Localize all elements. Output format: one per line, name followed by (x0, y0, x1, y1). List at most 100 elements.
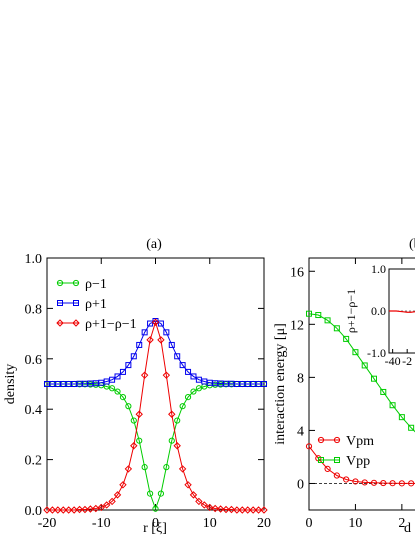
inset-series (389, 310, 415, 313)
panel-a-point (151, 318, 160, 326)
panel-b-x-tick-label: 0 (306, 516, 313, 531)
panel-a-point (136, 437, 143, 444)
inset-y-axis-label: ρ+1−ρ−1 (344, 289, 358, 333)
panel-b-y-tick-label: 16 (290, 265, 304, 280)
panel-b-series-line (308, 446, 415, 484)
panel-b-point (305, 443, 313, 450)
panel-a-series-line (47, 320, 264, 385)
panel-b-frame (308, 257, 415, 511)
panel-b-point (408, 480, 415, 487)
panel-b-legend-marker (333, 436, 341, 444)
panel-a-point (130, 417, 137, 424)
panel-b-x-tick-label: 2 (398, 516, 405, 531)
inset-x-tick-label: -40 (385, 354, 401, 368)
panel-b-point (333, 472, 340, 479)
panel-b-point (380, 388, 387, 395)
panel-b-point (343, 335, 350, 342)
panel-a-y-tick-label: 0.6 (25, 353, 43, 368)
panel-a-point (184, 481, 192, 489)
panel-a-point (163, 329, 170, 336)
panel-b-point (333, 325, 340, 332)
panel-a-legend-marker (56, 319, 64, 327)
panel-a-legend-marker (73, 300, 79, 306)
panel-a-point (114, 373, 121, 380)
panel-a-point (130, 353, 137, 360)
panel-b-point (306, 310, 312, 317)
panel-a-point (233, 506, 241, 514)
panel-a-legend: ρ−1 ρ+1 ρ+1−ρ−1 (56, 277, 137, 332)
panel-a-point (75, 505, 84, 514)
panel-a-point (238, 506, 247, 514)
panel-a-point (179, 362, 186, 369)
panel-a-point (211, 504, 219, 513)
panel-a-x-tick-label: 20 (257, 516, 271, 531)
panel-b-inset: 1.0 0.0 -1.0-40 -2 ρ+1−ρ−1 (344, 262, 415, 368)
panel-b-series-line (308, 313, 415, 433)
panel-b-point (315, 312, 322, 319)
panel-a-point (109, 385, 116, 392)
panel-a-series-line (47, 383, 264, 511)
panel-a-point (43, 506, 51, 514)
panel-a-y-axis-label: density (3, 364, 18, 404)
panel-b-y-axis-label: interaction energy [μ] (273, 323, 288, 445)
panel-a-series-line (47, 320, 264, 511)
panel-a-point (125, 403, 132, 410)
panel-a-point (141, 329, 148, 336)
panel-a-point (54, 506, 62, 514)
panel-a-point (64, 506, 73, 514)
panel-a-point (174, 417, 181, 424)
panel-a-point (195, 385, 202, 392)
panel-a-point (254, 506, 263, 514)
panel-b-y-tick-label: 0 (297, 477, 304, 492)
panel-b-point (389, 480, 396, 487)
panel-b-legend-label: Vpp (346, 454, 370, 469)
panel-a-point (113, 491, 122, 499)
panel-a-point (168, 437, 175, 444)
panel-a-x-tick-label: -20 (38, 516, 57, 531)
panel-b-point (361, 479, 368, 486)
panel-a-x-axis-label: r [ξ] (143, 521, 167, 536)
panel-a-point (119, 481, 127, 489)
inset-ticks: 1.0 0.0 -1.0-40 -2 (367, 262, 412, 368)
panel-a-point (260, 506, 268, 514)
panel-a-point (157, 490, 165, 497)
panel-a-y-tick-label: 0.0 (25, 504, 43, 519)
panel-a-point (124, 465, 133, 473)
panel-b-x-axis-label: d (404, 521, 411, 536)
panel-a-legend-marker (56, 279, 64, 287)
panel-a-point (227, 505, 236, 514)
panel-a-ticks: -20 -10 0 10 20 0.0 0.2 0.4 0.6 0.8 1.0 (25, 252, 272, 531)
panel-b-label: (b (409, 237, 415, 252)
panel-a-y-tick-label: 1.0 (25, 252, 43, 267)
panel-b-legend-marker (334, 457, 340, 463)
panel-a-y-tick-label: 0.8 (25, 302, 43, 317)
panel-a-x-tick-label: 0 (152, 516, 159, 531)
panel-a-point (174, 353, 181, 360)
panel-b-point (324, 465, 331, 472)
panel-a-point (157, 336, 165, 344)
panel-a-legend-label: ρ−1 (85, 277, 107, 292)
panel-a-point (168, 341, 175, 348)
inset-y-tick-label: 0.0 (371, 304, 386, 318)
panel-a-point (249, 506, 257, 514)
panel-a-point (81, 505, 89, 514)
panel-a-point (195, 497, 203, 506)
panel-b-point (370, 479, 378, 486)
panel-a-point (152, 505, 159, 512)
panel-a-point (86, 505, 95, 513)
panel-b-point (361, 362, 368, 369)
panel-b-legend-marker (318, 457, 324, 463)
panel-a-point (222, 505, 230, 514)
panel-b-legend-label: Vpm (346, 434, 374, 449)
panel-a-point (200, 501, 209, 509)
panel-a-legend-marker (72, 279, 80, 287)
panel-a-point (130, 442, 138, 450)
panel-a-point (70, 506, 78, 514)
panel-a-legend-label: ρ+1 (85, 297, 107, 312)
panel-a-point (190, 373, 197, 380)
panel-b-y-tick-label: 4 (297, 424, 304, 439)
panel-b-y-tick-label: 12 (290, 318, 304, 333)
panel-a-x-tick-label: -10 (92, 516, 111, 531)
panel-a-point (163, 464, 170, 471)
